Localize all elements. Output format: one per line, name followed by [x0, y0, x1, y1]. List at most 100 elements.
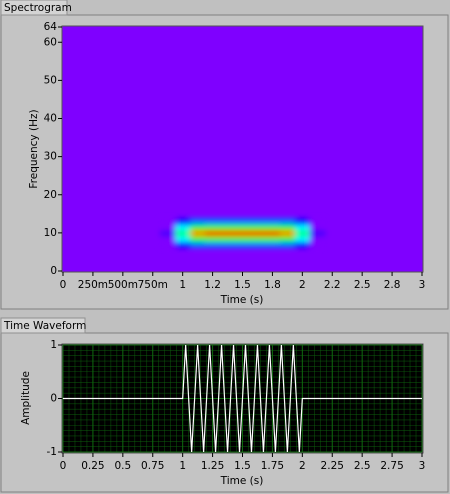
heat-cell: [175, 230, 191, 237]
x-tick-label: 1: [179, 279, 186, 291]
x-tick-label: 1.5: [234, 460, 251, 472]
heat-cell: [249, 241, 266, 248]
y-tick-label: 50: [44, 74, 57, 86]
heat-cell: [175, 224, 191, 231]
heat-cell: [309, 241, 326, 248]
x-tick-label: 1.2: [204, 279, 221, 291]
heat-cell: [220, 235, 236, 242]
x-tick-label: 0.5: [114, 460, 131, 472]
heat-cell: [279, 235, 296, 242]
heat-cell: [220, 230, 236, 237]
heat-cell: [309, 224, 326, 231]
heat-cell: [235, 230, 251, 237]
heat-cell: [160, 230, 176, 237]
x-tick-label: 0.25: [81, 460, 104, 472]
heat-cell: [205, 218, 221, 225]
heat-cell: [220, 241, 236, 248]
y-tick-label: 10: [44, 227, 57, 239]
x-tick-label: 2.5: [354, 460, 371, 472]
x-tick-label: 3: [419, 279, 426, 291]
heat-cell: [220, 218, 236, 225]
x-tick-label: 250m: [78, 279, 108, 291]
heat-cell: [205, 241, 221, 248]
x-tick-label: 750m: [138, 279, 168, 291]
heat-cell: [309, 235, 326, 242]
y-axis-label: Amplitude: [20, 371, 32, 425]
y-tick-label: 60: [44, 36, 57, 48]
x-tick-label: 1.75: [261, 460, 284, 472]
y-tick-label: 1: [50, 339, 57, 351]
y-tick-label: 0: [50, 265, 57, 277]
x-tick-label: 1.25: [201, 460, 224, 472]
heat-cell: [235, 241, 251, 248]
heat-cell: [294, 241, 311, 248]
y-tick-label: 40: [44, 113, 57, 125]
heat-cell: [205, 230, 221, 237]
heat-cell: [160, 218, 176, 225]
heat-cell: [294, 218, 311, 225]
heat-cell: [279, 230, 296, 237]
y-tick-label: 0: [50, 393, 57, 405]
heat-cell: [175, 218, 191, 225]
panel-tab: [0, 0, 68, 16]
heat-cell: [235, 218, 251, 225]
heat-cell: [175, 235, 191, 242]
heat-cell: [294, 224, 311, 231]
heat-cell: [279, 218, 296, 225]
x-tick-label: 0.75: [141, 460, 164, 472]
heat-cell: [249, 224, 266, 231]
x-tick-label: 1.5: [234, 279, 251, 291]
heat-cell: [160, 224, 176, 231]
y-tick-label: 30: [44, 151, 57, 163]
x-tick-label: 3: [419, 460, 426, 472]
heat-cell: [294, 235, 311, 242]
heat-cell: [190, 241, 206, 248]
x-tick-label: 1: [179, 460, 186, 472]
x-tick-label: 2.8: [384, 279, 401, 291]
heat-cell: [249, 218, 266, 225]
heat-cell: [264, 224, 281, 231]
heat-cell: [279, 241, 296, 248]
x-tick-label: 2: [299, 460, 306, 472]
x-tick-label: 2.2: [324, 279, 341, 291]
heat-cell: [205, 235, 221, 242]
panel-tab: [0, 317, 86, 334]
heat-cell: [249, 235, 266, 242]
heat-cell: [309, 230, 326, 237]
heat-cell: [190, 235, 206, 242]
line-series: [63, 344, 422, 453]
heat-cell: [249, 230, 266, 237]
y-axis-label: Frequency (Hz): [28, 109, 40, 188]
x-tick-label: 0: [60, 460, 67, 472]
x-tick-label: 2.5: [354, 279, 371, 291]
heat-cell: [190, 224, 206, 231]
heatmap-cells: [160, 218, 326, 248]
heat-cell: [264, 235, 281, 242]
x-axis-label: Time (s): [220, 475, 264, 487]
x-tick-label: 1.8: [264, 279, 281, 291]
heat-cell: [220, 224, 236, 231]
heat-cell: [264, 241, 281, 248]
x-tick-label: 500m: [108, 279, 138, 291]
heat-cell: [294, 230, 311, 237]
x-tick-label: 0: [60, 279, 67, 291]
heat-cell: [190, 230, 206, 237]
panel-title: Time Waveform: [3, 320, 86, 332]
heat-cell: [309, 218, 326, 225]
heat-cell: [205, 224, 221, 231]
x-tick-label: 2.25: [321, 460, 344, 472]
y-tick-label: -1: [47, 446, 57, 458]
heatmap-layer: [160, 218, 326, 248]
heat-cell: [264, 218, 281, 225]
heat-cell: [279, 224, 296, 231]
y-tick-label: 20: [44, 189, 57, 201]
heat-cell: [264, 230, 281, 237]
heat-cell: [160, 241, 176, 248]
heat-cell: [160, 235, 176, 242]
heat-cell: [175, 241, 191, 248]
x-tick-label: 2.75: [380, 460, 403, 472]
panel-title: Spectrogram: [4, 2, 72, 14]
y-tick-label: 64: [44, 21, 58, 33]
x-tick-label: 2: [299, 279, 306, 291]
